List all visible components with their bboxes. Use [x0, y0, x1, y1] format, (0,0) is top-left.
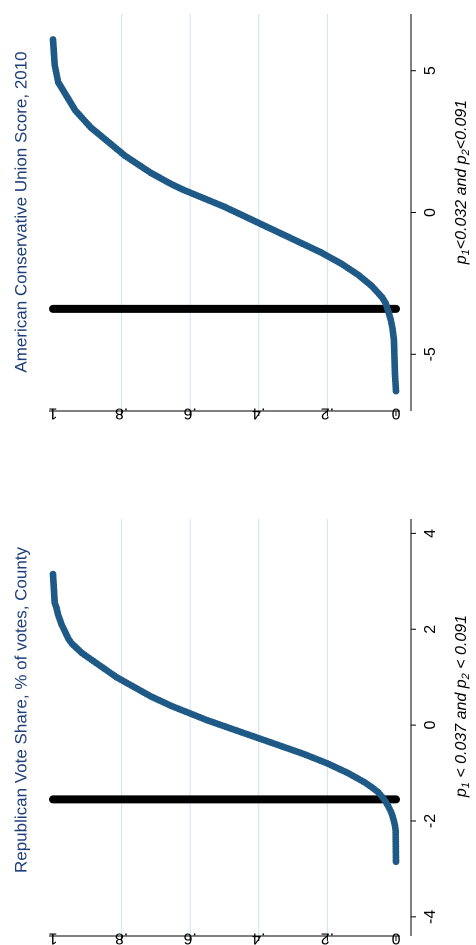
y-tick-label: .8 [115, 405, 128, 422]
x-tick-label: 4 [422, 529, 439, 538]
y-tick-label: .4 [252, 930, 265, 945]
y-tick-label: .2 [321, 405, 334, 422]
x-tick-label: -4 [422, 910, 439, 924]
chart-panel-2: 0 .2 .4 .6 .8 1 -4 -2 0 2 4 Republican Vote Share, … [11, 519, 472, 945]
x-tick-label: 5 [422, 66, 439, 75]
data-points [49, 36, 400, 395]
x-tick-label: -5 [422, 347, 439, 361]
annotation-text: < 0.037 and p [453, 679, 470, 782]
annotation-text: p [453, 788, 470, 798]
chart-title: American Conservative Union Score, 2010 [11, 51, 30, 372]
x-tick-label: 2 [422, 625, 439, 634]
x-tick-label: -2 [422, 814, 439, 828]
annotation-subscript: 1 [460, 782, 472, 788]
y-tick-label: .4 [252, 405, 265, 422]
data-points [49, 570, 400, 866]
y-tick-label: .2 [321, 930, 334, 945]
annotation-text: p [453, 255, 470, 265]
annotation-text: < 0.091 [453, 615, 470, 673]
chart-title: Republican Vote Share, % of votes, Count… [11, 546, 30, 873]
x-tick-label: 0 [422, 721, 439, 730]
annotation-text: <0.032 and p [453, 155, 470, 249]
y-tick-label: .6 [183, 405, 196, 422]
y-tick-label: 0 [391, 405, 400, 422]
panels: 0 .2 .4 .6 .8 1 -5 0 5 American Conservative Unio… [11, 14, 472, 945]
y-tick-label: .8 [115, 930, 128, 945]
y-tick-label: 1 [48, 930, 57, 945]
annotation-subscript: 2 [460, 149, 472, 156]
annotation-text: <0.091 [453, 100, 470, 149]
y-tick-label: .6 [183, 930, 196, 945]
data-point [392, 387, 400, 395]
annotation-subscript: 2 [460, 673, 472, 680]
y-tick-label: 1 [48, 405, 57, 422]
y-tick-label: 0 [391, 930, 400, 945]
chart-panel-1: 0 .2 .4 .6 .8 1 -5 0 5 American Conservative Unio… [11, 14, 472, 422]
annotation-subscript: 1 [460, 249, 472, 255]
p-value-annotation: p1 < 0.037 and p2 < 0.091 [453, 615, 472, 798]
x-tick-label: 0 [422, 208, 439, 217]
data-point [392, 858, 400, 866]
p-value-annotation: p1<0.032 and p2<0.091 [453, 100, 472, 265]
